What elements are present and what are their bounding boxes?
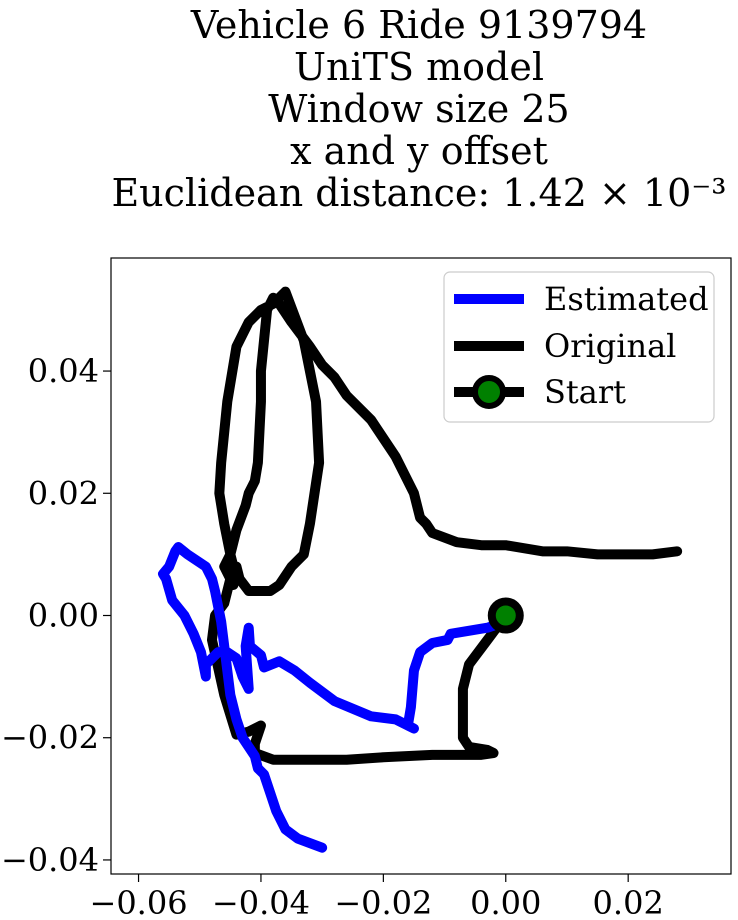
chart-title-line-2: UniTS model: [294, 45, 544, 89]
series-line-original: [206, 286, 683, 765]
x-tick-label: −0.04: [212, 884, 310, 920]
y-tick-label: −0.02: [1, 719, 99, 757]
y-tick-label: 0.04: [28, 352, 99, 390]
series-group: [158, 286, 683, 853]
plot-frame: [110, 257, 732, 875]
chart-title-line-3: Window size 25: [268, 87, 569, 131]
legend-label-original: Original: [544, 327, 676, 365]
x-tick-label: 0.00: [470, 884, 541, 920]
y-tick-label: −0.04: [1, 841, 99, 879]
legend: Estimated Original Start: [443, 271, 715, 423]
y-tick-label: 0.00: [28, 597, 99, 635]
chart-title: Vehicle 6 Ride 9139794 UniTS model Windo…: [111, 3, 726, 215]
legend-frame: [443, 271, 715, 423]
chart-title-line-5: Euclidean distance: 1.42 × 10⁻³: [111, 171, 726, 215]
y-axis: −0.04 −0.02 0.00 0.02 0.04: [1, 352, 111, 879]
legend-start-marker: [472, 375, 506, 409]
chart-title-line-1: Vehicle 6 Ride 9139794: [190, 3, 647, 47]
legend-label-start: Start: [544, 373, 626, 411]
legend-label-estimated: Estimated: [544, 280, 709, 318]
series-line-estimated: [158, 542, 511, 853]
start-marker: [487, 597, 524, 634]
x-axis: −0.06 −0.04 −0.02 0.00 0.02: [90, 874, 664, 920]
x-tick-label: 0.02: [593, 884, 664, 920]
y-tick-label: 0.02: [28, 474, 99, 512]
chart-title-line-4: x and y offset: [290, 129, 548, 173]
x-tick-label: −0.02: [334, 884, 432, 920]
x-tick-label: −0.06: [90, 884, 188, 920]
